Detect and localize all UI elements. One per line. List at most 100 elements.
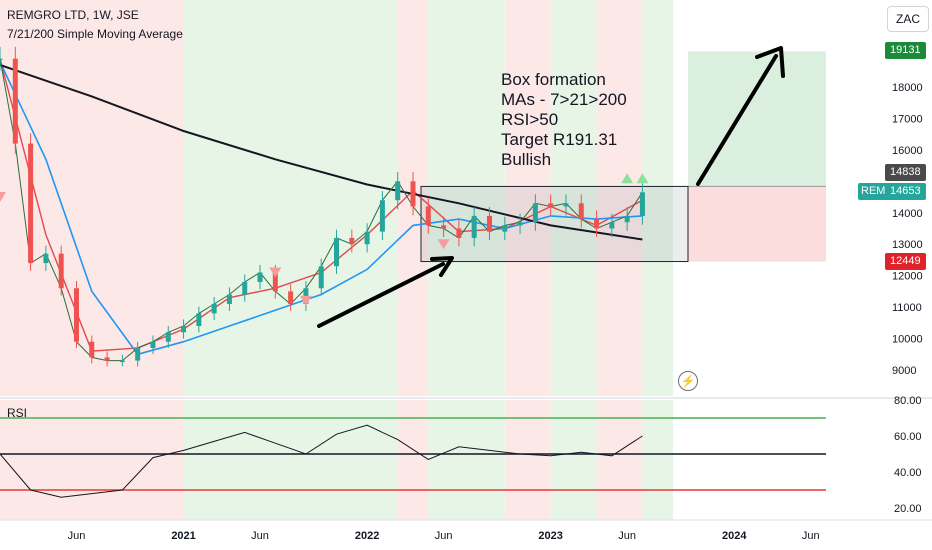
- candle-body: [517, 222, 523, 226]
- rsi-title[interactable]: RSI: [7, 406, 28, 420]
- candle-body: [211, 303, 217, 314]
- candle-body: [73, 288, 79, 342]
- candle-body: [563, 203, 569, 207]
- axis-labels: 18000 17000 16000 14000 13000 12000 11000 10000…: [68, 82, 923, 542]
- candle-body: [272, 272, 278, 292]
- price-tick-label: 17000: [892, 113, 923, 125]
- candle-body: [639, 192, 645, 216]
- sell-signal-marker: [437, 239, 450, 250]
- candle-body: [150, 341, 156, 348]
- rsi-band: [397, 400, 429, 520]
- rsi-band: [183, 400, 398, 520]
- candle-body: [502, 225, 508, 232]
- rsi-band: [596, 400, 643, 520]
- candle-body: [89, 341, 95, 358]
- candle-body: [609, 222, 615, 229]
- rsi-band: [642, 400, 674, 520]
- candle-body: [318, 266, 324, 289]
- uptrend-arrow: [317, 262, 445, 328]
- target-arrow: [696, 54, 778, 186]
- price-tick-label: 13000: [892, 239, 923, 251]
- candle-body: [548, 203, 554, 207]
- candle-body: [532, 203, 538, 223]
- candle-body: [43, 253, 49, 264]
- candle-body: [181, 325, 187, 333]
- candle-body: [379, 200, 385, 232]
- candle-body: [349, 237, 355, 245]
- trend-band: [550, 0, 597, 396]
- note-line: Bullish: [501, 150, 552, 169]
- trend-band: [183, 0, 398, 396]
- time-tick-label: 2023: [538, 530, 562, 542]
- candle-body: [456, 228, 462, 238]
- price-series: [0, 46, 645, 367]
- candle-body: [226, 294, 232, 304]
- candle-body: [441, 225, 447, 229]
- rsi-tick-label: 40.00: [894, 467, 922, 479]
- analysis-note: Box formation MAs - 7>21>200 RSI>50 Targ…: [501, 70, 627, 170]
- candle-body: [257, 272, 263, 282]
- trend-band: [596, 0, 643, 396]
- candle-body: [135, 347, 141, 361]
- sell-signal-marker: [269, 267, 282, 278]
- time-tick-label: Jun: [618, 530, 636, 542]
- currency-selector[interactable]: ZAC: [887, 6, 929, 32]
- candle-body: [12, 58, 18, 144]
- price-tick-label: 14000: [892, 208, 923, 220]
- lightning-icon[interactable]: ⚡: [678, 371, 698, 391]
- time-tick-label: Jun: [68, 530, 86, 542]
- price-tick-label: 16000: [892, 145, 923, 157]
- candle-body: [471, 215, 477, 238]
- candle-body: [425, 206, 431, 226]
- note-line: Target R191.31: [501, 130, 618, 149]
- candle-body: [410, 181, 416, 207]
- time-tick-label: 2021: [171, 530, 195, 542]
- candle-body: [624, 215, 630, 223]
- time-tick-label: 2022: [355, 530, 379, 542]
- candle-body: [578, 203, 584, 220]
- trend-band: [428, 0, 505, 396]
- stop-price-badge: 12449: [885, 253, 926, 270]
- trend-band: [642, 0, 674, 396]
- time-tick-label: Jun: [251, 530, 269, 542]
- candle-body: [288, 291, 294, 304]
- candle-body: [334, 237, 340, 267]
- note-line: MAs - 7>21>200: [501, 90, 627, 109]
- time-tick-label: Jun: [802, 530, 820, 542]
- price-tick-label: 18000: [892, 82, 923, 94]
- candle-body: [594, 219, 600, 229]
- symbol-tag: REM: [858, 183, 889, 200]
- sell-signal-marker: [299, 295, 312, 306]
- grid: [0, 397, 932, 521]
- candle-body: [242, 281, 248, 295]
- rsi-band: [0, 400, 184, 520]
- time-tick-label: 2024: [722, 530, 747, 542]
- last-price-badge: 14838: [885, 164, 926, 181]
- rsi-tick-label: 20.00: [894, 503, 922, 515]
- trend-bands: [0, 0, 674, 520]
- note-line: RSI>50: [501, 110, 559, 129]
- rsi-panel: [0, 417, 826, 498]
- candle-body: [119, 360, 125, 363]
- candle-body: [196, 313, 202, 326]
- rsi-band: [550, 400, 597, 520]
- price-tick-label: 12000: [892, 271, 923, 283]
- price-tick-label: 11000: [892, 302, 922, 314]
- ma-indicator-label[interactable]: 7/21/200 Simple Moving Average: [7, 27, 183, 41]
- stop-zone: [688, 186, 826, 262]
- time-tick-label: Jun: [435, 530, 453, 542]
- candle-body: [58, 253, 64, 289]
- sell-signal-marker: [0, 192, 6, 203]
- buy-signal-marker: [636, 173, 649, 184]
- target-price-badge: 19131: [885, 42, 926, 59]
- candle-body: [395, 181, 401, 201]
- candle-body: [0, 58, 3, 61]
- rsi-tick-label: 60.00: [894, 431, 922, 443]
- close-price-badge: 14653: [885, 183, 926, 200]
- buy-signal-marker: [621, 173, 634, 184]
- note-line: Box formation: [501, 70, 606, 89]
- consolidation-box: [420, 185, 689, 263]
- chart-title[interactable]: REMGRO LTD, 1W, JSE: [7, 8, 139, 22]
- signal-markers: [0, 173, 649, 306]
